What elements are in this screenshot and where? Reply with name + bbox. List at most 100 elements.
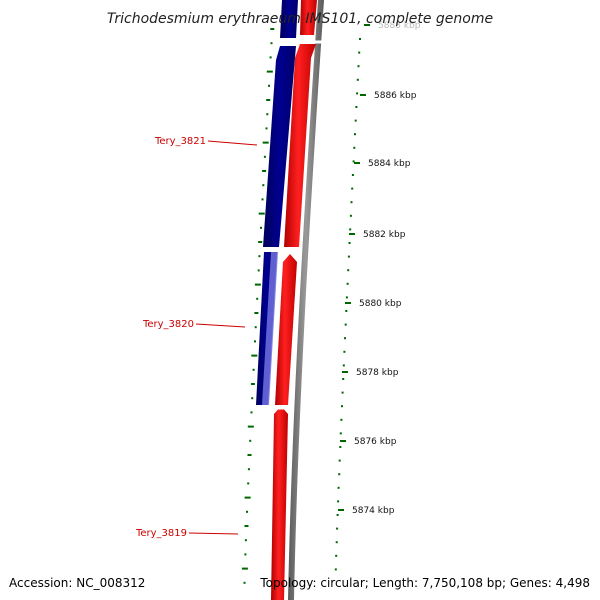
gc-dot xyxy=(266,99,271,101)
scale-tick xyxy=(340,440,346,442)
gc-dot xyxy=(260,226,262,229)
gc-dot xyxy=(340,418,343,421)
gc-dot xyxy=(348,242,351,244)
gc-dot xyxy=(358,51,361,54)
gc-dot xyxy=(353,146,356,149)
gc-dot xyxy=(335,541,338,544)
gc-dot xyxy=(257,269,260,272)
scale-tick xyxy=(364,24,370,26)
gc-dot xyxy=(254,340,256,343)
gc-dot xyxy=(250,383,255,385)
gc-dot xyxy=(351,187,354,190)
gc-dot xyxy=(351,174,354,176)
gc-dot xyxy=(349,214,352,217)
gc-dot xyxy=(258,241,263,243)
gene-leader-line xyxy=(195,323,246,328)
gc-dot xyxy=(247,468,250,471)
gc-dot xyxy=(347,255,350,258)
gc-dot xyxy=(258,255,261,258)
gc-dot xyxy=(247,425,254,428)
gc-dot xyxy=(252,368,255,371)
gc-skew-track xyxy=(334,38,361,571)
gc-dot xyxy=(244,525,249,527)
gc-dot xyxy=(341,405,343,408)
gc-dot xyxy=(254,312,259,314)
gc-dot xyxy=(261,198,264,201)
scale-label: 5888 kbp xyxy=(378,21,421,31)
gc-dot xyxy=(337,500,340,503)
gc-dot xyxy=(262,184,265,187)
gene-arrow-reverse-3821 xyxy=(263,46,296,247)
gc-dot xyxy=(344,337,346,340)
gc-dot xyxy=(352,160,355,163)
gc-dot xyxy=(345,310,348,312)
gc-dot xyxy=(251,354,258,357)
gc-dot xyxy=(338,459,341,462)
gc-dot xyxy=(263,155,266,158)
gc-dot xyxy=(266,113,269,116)
gc-dot xyxy=(347,269,350,272)
gene-arrow-reverse-3822 xyxy=(280,0,298,38)
gc-dot xyxy=(339,432,342,435)
gc-dot xyxy=(269,56,272,59)
gc-dot xyxy=(355,106,358,108)
gc-dot xyxy=(265,127,268,130)
gc-dot xyxy=(342,364,345,367)
map-title: Trichodesmium erythraeum IMS101, complet… xyxy=(107,11,493,27)
gc-dot xyxy=(334,568,337,571)
gc-dot xyxy=(254,326,257,329)
gene-label[interactable]: Tery_3819 xyxy=(135,528,187,539)
scale-tick xyxy=(342,371,348,373)
gc-dot xyxy=(354,119,357,122)
genome-backbone xyxy=(288,0,324,600)
gene-leader-line xyxy=(188,532,239,535)
gc-dot xyxy=(350,201,353,204)
gc-dot xyxy=(268,84,270,87)
gc-dot xyxy=(243,581,246,584)
gene-label[interactable]: Tery_3820 xyxy=(142,319,194,330)
scale-label: 5882 kbp xyxy=(363,230,406,240)
gene-arrow-forward-3821 xyxy=(284,44,316,247)
scale-label: 5874 kbp xyxy=(352,506,395,516)
gc-dot xyxy=(254,283,261,286)
gc-dot xyxy=(336,514,339,516)
gc-dot xyxy=(256,297,259,300)
gc-dot xyxy=(357,65,360,68)
scale-tick xyxy=(338,509,344,511)
gc-dot xyxy=(343,350,346,353)
gc-dot xyxy=(266,70,273,73)
gc-dot xyxy=(356,78,359,81)
accession-text: Accession: NC_008312 xyxy=(9,576,146,590)
gene-arrow-forward-3822 xyxy=(300,0,317,35)
gc-dot xyxy=(241,567,248,570)
gc-dot xyxy=(338,473,341,476)
gc-dot xyxy=(339,446,342,448)
gene-label[interactable]: Tery_3821 xyxy=(154,136,206,147)
gc-dot xyxy=(244,496,251,499)
gc-dot xyxy=(341,391,344,394)
gc-dot xyxy=(270,28,275,30)
gc-dot xyxy=(270,42,273,45)
gc-dot xyxy=(337,486,340,489)
gc-dot xyxy=(244,553,247,556)
gc-dot xyxy=(247,454,252,456)
gene-label-group: Tery_3821 Tery_3820 Tery_3819 xyxy=(135,136,258,539)
gene-arrow-reverse-3820-light xyxy=(262,252,278,405)
gc-dot xyxy=(247,482,250,485)
gene-leader-line xyxy=(207,140,258,146)
gc-dot xyxy=(262,141,269,144)
gc-dot xyxy=(344,323,347,326)
gc-dot xyxy=(356,92,359,95)
gc-dot xyxy=(244,539,247,542)
gc-dot xyxy=(342,378,345,380)
gc-dot xyxy=(336,527,339,530)
gc-dot xyxy=(335,554,338,557)
gc-dot xyxy=(251,397,254,400)
scale-tick xyxy=(360,94,366,96)
scale-label: 5880 kbp xyxy=(359,299,402,309)
scale-label: 5886 kbp xyxy=(374,91,417,101)
gene-arrow-forward-3820 xyxy=(275,254,297,405)
scale-tick xyxy=(349,233,355,235)
gc-dot xyxy=(354,133,356,136)
